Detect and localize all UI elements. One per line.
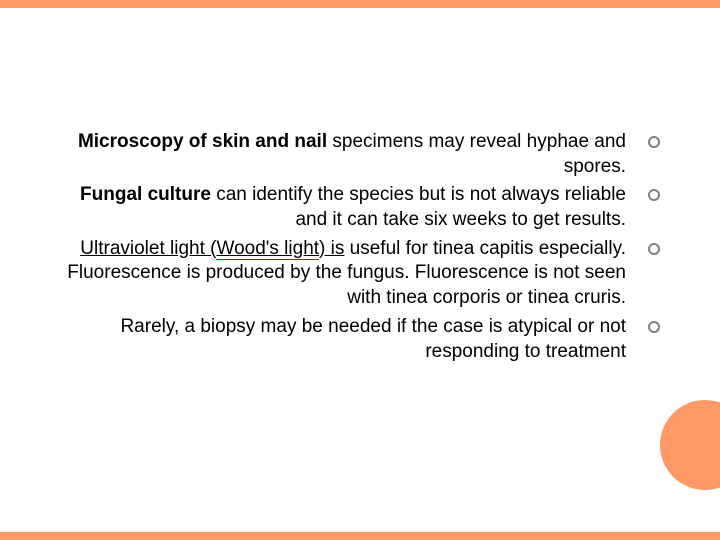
- bullet-ring-icon: [648, 136, 660, 148]
- bullet-text: Ultraviolet light (Wood's light) is usef…: [60, 237, 626, 311]
- slide-border-top: [0, 0, 720, 8]
- bullet-text: Microscopy of skin and nail specimens ma…: [60, 130, 626, 179]
- plain-text: can identify the species but is not alwa…: [211, 184, 626, 230]
- bullet-ring-icon: [648, 243, 660, 255]
- underline-text: Ultraviolet light (: [80, 238, 216, 259]
- bullet-item: Rarely, a biopsy may be needed if the ca…: [60, 315, 660, 364]
- bullet-ring-icon: [648, 321, 660, 333]
- bold-text: Microscopy of skin and nail: [78, 131, 327, 152]
- bullet-item: Microscopy of skin and nail specimens ma…: [60, 130, 660, 179]
- bullet-item: Ultraviolet light (Wood's light) is usef…: [60, 237, 660, 311]
- bullet-text: Rarely, a biopsy may be needed if the ca…: [60, 315, 626, 364]
- bullet-ring-icon: [648, 189, 660, 201]
- decorative-circle: [660, 400, 720, 490]
- bullet-list: Microscopy of skin and nail specimens ma…: [60, 130, 660, 364]
- underline-text: ) is: [319, 238, 344, 259]
- slide-content: Microscopy of skin and nail specimens ma…: [60, 130, 660, 368]
- bold-text: Fungal culture: [80, 184, 211, 205]
- slide-border-bottom: [0, 532, 720, 540]
- bullet-text: Fungal culture can identify the species …: [60, 183, 626, 232]
- bullet-item: Fungal culture can identify the species …: [60, 183, 660, 232]
- plain-text: specimens may reveal hyphae and spores.: [327, 131, 626, 177]
- spellcheck-text: Wood's light: [216, 238, 319, 260]
- plain-text: Rarely, a biopsy may be needed if the ca…: [120, 316, 626, 362]
